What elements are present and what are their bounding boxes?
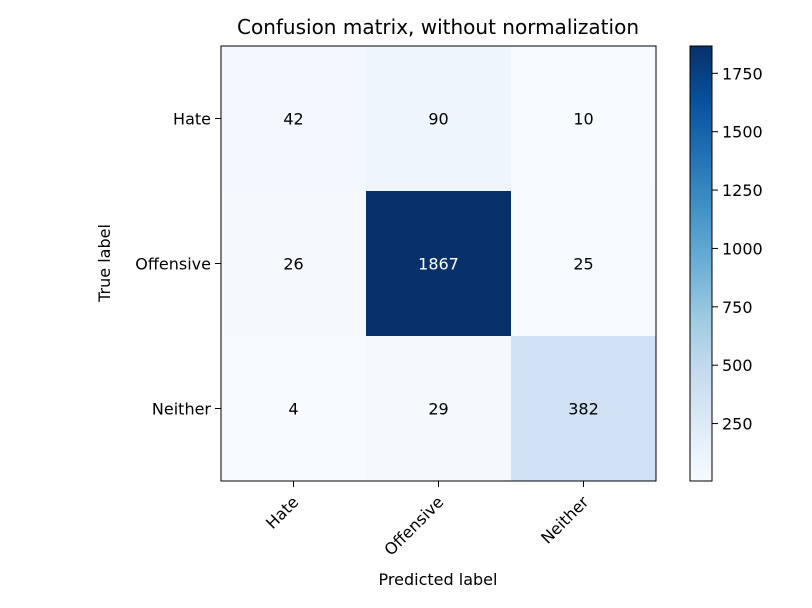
colorbar-tick-label: 1750: [722, 64, 763, 83]
heatmap-cell: [511, 336, 657, 482]
heatmap-cell: [221, 336, 367, 482]
y-tick-label: Offensive: [135, 255, 211, 274]
x-tick-label: Hate: [262, 492, 302, 532]
x-axis-title: Predicted label: [379, 570, 498, 589]
y-axis-title: True label: [95, 224, 114, 303]
colorbar-tick-label: 500: [722, 356, 753, 375]
colorbar: 250 500 750 1000 1250 1500 1750: [689, 45, 763, 482]
cell-value-label: 1867: [418, 255, 459, 274]
heatmap-cell: [366, 191, 512, 337]
heatmap-cell: [221, 46, 367, 192]
cell-value-labels: 42 90 10 26 1867 25 4 29 382: [283, 110, 598, 419]
heatmap-cell: [511, 46, 657, 192]
y-tick-label: Neither: [152, 400, 212, 419]
colorbar-tick-label: 750: [722, 298, 753, 317]
colorbar-gradient: [689, 45, 713, 482]
colorbar-ticks: 250 500 750 1000 1250 1500 1750: [712, 64, 763, 434]
cell-value-label: 90: [428, 110, 448, 129]
cell-value-label: 4: [288, 400, 298, 419]
cell-value-label: 26: [283, 255, 303, 274]
x-axis: Hate Offensive Neither: [262, 481, 593, 559]
heatmap-cell: [511, 191, 657, 337]
colorbar-tick-label: 250: [722, 415, 753, 434]
cell-value-label: 29: [428, 400, 448, 419]
cell-value-label: 25: [573, 255, 593, 274]
cell-value-label: 382: [568, 400, 599, 419]
x-tick-label: Neither: [537, 492, 593, 548]
y-tick-label: Hate: [173, 110, 211, 129]
chart-title: Confusion matrix, without normalization: [237, 15, 639, 39]
x-tick-label: Offensive: [380, 492, 447, 559]
y-axis: Hate Offensive Neither: [135, 110, 221, 419]
heatmap-cell: [366, 336, 512, 482]
colorbar-tick-label: 1500: [722, 123, 763, 142]
cell-value-label: 10: [573, 110, 593, 129]
heatmap-cell: [366, 46, 512, 192]
colorbar-tick-label: 1000: [722, 239, 763, 258]
cell-value-label: 42: [283, 110, 303, 129]
heatmap-cells: [221, 46, 657, 482]
colorbar-tick-label: 1250: [722, 181, 763, 200]
heatmap-cell: [221, 191, 367, 337]
